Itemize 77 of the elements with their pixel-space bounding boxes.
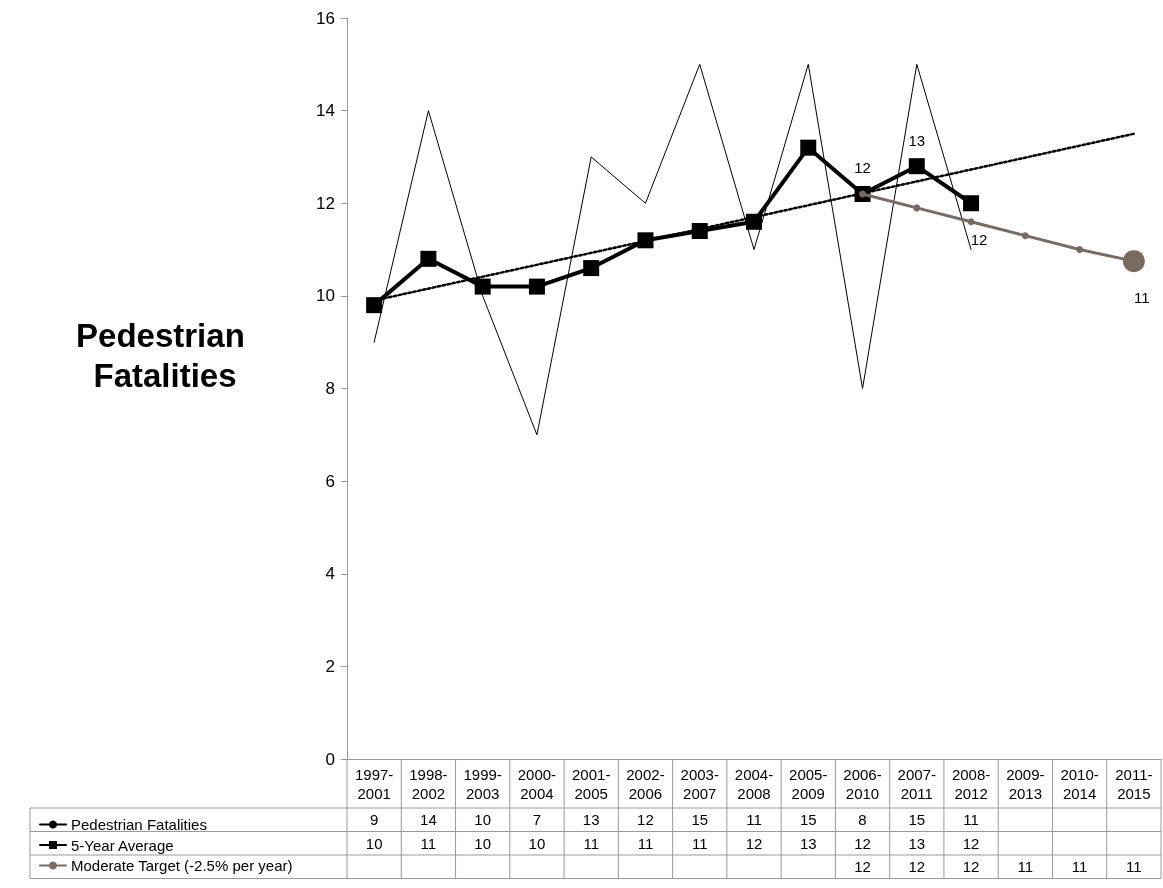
data-label: 11 — [1126, 858, 1142, 876]
point — [474, 278, 491, 295]
data-label: 11 — [691, 834, 708, 852]
x-tick-label: 2007-2011 — [897, 766, 936, 802]
point — [908, 158, 925, 175]
x-tick-label: 1997-2001 — [354, 766, 394, 802]
point — [637, 232, 654, 249]
data-label: 11 — [1071, 858, 1088, 876]
point — [800, 139, 817, 156]
data-label: 11 — [583, 834, 599, 852]
data-label: 15 — [908, 811, 926, 829]
data-label: 13 — [799, 834, 817, 852]
y-tick-label: 10 — [316, 286, 335, 306]
point — [366, 297, 383, 314]
point — [746, 213, 762, 230]
y-tick-label: 16 — [316, 8, 335, 28]
data-label: 11 — [963, 811, 979, 829]
x-tick-label: 2005-2009 — [789, 766, 828, 802]
data-label: 10 — [474, 811, 492, 829]
data-label: 10 — [528, 834, 546, 852]
data-label: 13 — [582, 811, 600, 829]
text: Pedestrian Fatalities — [76, 316, 254, 394]
annotation: 13 — [908, 131, 926, 149]
annotation: 12 — [854, 159, 871, 177]
annotation: 11 — [1134, 288, 1150, 306]
data-label: 15 — [691, 811, 709, 829]
data-label: 12 — [637, 811, 654, 829]
data-label: 10 — [365, 834, 383, 852]
point — [963, 195, 980, 212]
y-tick-label: 4 — [325, 564, 335, 584]
y-tick-label: 6 — [325, 471, 335, 491]
point — [420, 250, 437, 267]
point — [1076, 246, 1084, 254]
data-label: 12 — [854, 858, 871, 876]
point — [913, 204, 921, 212]
legend-label: Pedestrian Fatalities — [71, 816, 207, 833]
data-label: 15 — [799, 811, 817, 829]
x-tick-label: 2004-2008 — [734, 766, 774, 802]
x-tick-label: 2003-2007 — [680, 766, 719, 802]
legend-label: 5-Year Average — [71, 836, 174, 854]
point — [691, 223, 708, 240]
data-label: 14 — [420, 811, 437, 829]
y-tick-label: 8 — [325, 379, 335, 398]
x-tick-label: 2008-2012 — [951, 766, 991, 802]
data-label: 7 — [532, 811, 542, 829]
x-tick-label: 2000-2004 — [517, 766, 557, 802]
data-label: 12 — [854, 834, 871, 852]
y-tick-label: 2 — [325, 656, 335, 676]
x-tick-label: 2002-2006 — [626, 766, 665, 802]
point — [967, 218, 975, 226]
y-tick-label: 14 — [316, 101, 335, 121]
x-tick-label: 2001-2005 — [572, 766, 611, 802]
data-label: 12 — [745, 834, 763, 852]
x-tick-label: 2010-2014 — [1060, 766, 1099, 802]
x-tick-label: 1999-2003 — [463, 766, 502, 802]
y-tick-label: 0 — [325, 749, 335, 769]
point — [1021, 232, 1029, 240]
x-tick-label: 2011-2015 — [1115, 766, 1153, 802]
x-tick-label: 1998-2002 — [409, 766, 448, 802]
point — [583, 260, 600, 277]
x-tick-label: 2009-2013 — [1006, 766, 1045, 802]
data-label: 11 — [1017, 858, 1034, 876]
data-label: 9 — [369, 811, 379, 829]
data-label: 8 — [858, 811, 867, 829]
data-label: 11 — [420, 834, 437, 852]
data-label: 11 — [637, 834, 654, 852]
y-tick-label: 12 — [316, 193, 335, 213]
data-label: 12 — [962, 858, 980, 876]
data-label: 12 — [962, 834, 980, 852]
legend-label: Moderate Target (-2.5% per year) — [71, 857, 293, 874]
x-tick-label: 2006-2010 — [843, 766, 882, 802]
data-label: 11 — [746, 811, 762, 829]
data-label: 13 — [908, 834, 926, 852]
annotation: 12 — [970, 230, 988, 248]
point — [528, 278, 545, 295]
data-label: 12 — [908, 858, 926, 876]
data-label: 10 — [474, 834, 492, 852]
